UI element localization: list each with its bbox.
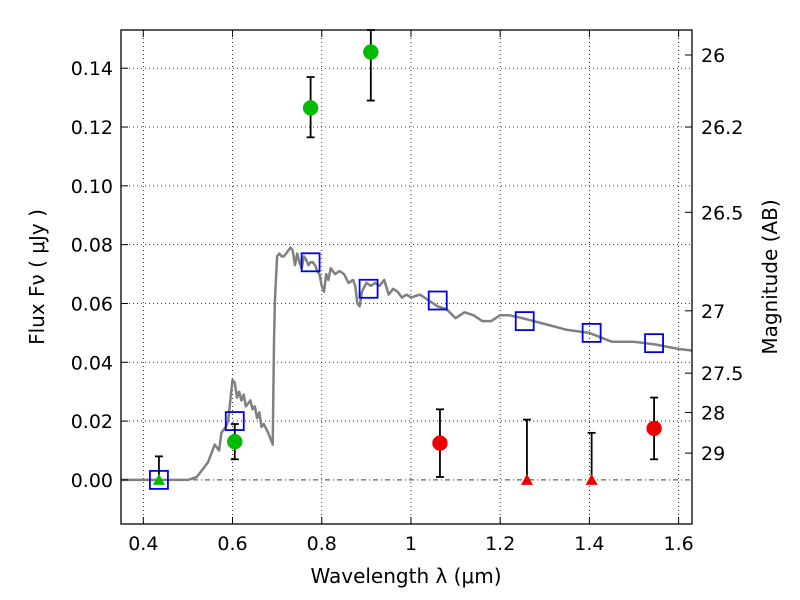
observed-flux-point (363, 44, 379, 60)
upper-limit-triangle (152, 473, 165, 485)
y2-tick-label: 29 (701, 443, 725, 465)
y2-tick-label: 27 (701, 301, 725, 323)
y-tick-label: 0.02 (71, 411, 113, 433)
x-tick-label: 1 (405, 533, 417, 555)
y-axis-label: Flux Fν ( μJy ) (25, 209, 49, 345)
x-tick-label: 1.4 (574, 533, 604, 555)
model-photometry-square (514, 311, 535, 332)
y2-tick-label: 26.5 (701, 202, 743, 224)
x-tick-label: 1.2 (485, 533, 515, 555)
plot-frame (120, 29, 693, 525)
observed-flux-point (646, 420, 662, 437)
y-tick-label: 0.06 (71, 293, 113, 315)
y2-tick-label: 28 (701, 403, 725, 425)
y-tick-label: 0.00 (71, 470, 113, 492)
x-tick-label: 0.4 (128, 533, 158, 555)
y-tick-label: 0.04 (71, 352, 113, 374)
upper-limit-triangle (585, 473, 598, 485)
observed-flux-point (432, 435, 448, 451)
plot-area (121, 30, 692, 524)
x-tick-label: 0.6 (217, 533, 247, 555)
model-photometry-square (581, 322, 602, 343)
y-tick-label: 0.14 (71, 58, 113, 80)
y-tick-label: 0.12 (71, 117, 113, 139)
tick-labels: 0.4 0.6 0.8 1 1.2 1.4 1.6 0.00 0.02 0.04 0.06 0.08 0… (71, 45, 744, 555)
x-tick-label: 0.8 (307, 533, 337, 555)
observed-flux-point (302, 100, 319, 116)
y-tick-label: 0.08 (71, 235, 113, 257)
model-photometry-square (644, 333, 664, 354)
y2-tick-label: 27.5 (701, 363, 743, 385)
x-axis-label: Wavelength λ (μm) (310, 564, 501, 588)
observed-flux-point (227, 433, 243, 450)
y2-tick-label: 26.2 (701, 117, 743, 139)
y2-tick-label: 26 (701, 45, 725, 67)
model-photometry-square (427, 290, 448, 311)
axis-ticks (121, 30, 692, 524)
model-photometry-square (358, 278, 379, 299)
y2-axis-label: Magnitude (AB) (758, 199, 782, 354)
model-photometry-square (300, 252, 321, 273)
y-tick-label: 0.10 (71, 176, 113, 198)
upper-limit-triangle (520, 473, 533, 485)
x-tick-label: 1.6 (664, 533, 694, 555)
data-markers (149, 29, 664, 490)
